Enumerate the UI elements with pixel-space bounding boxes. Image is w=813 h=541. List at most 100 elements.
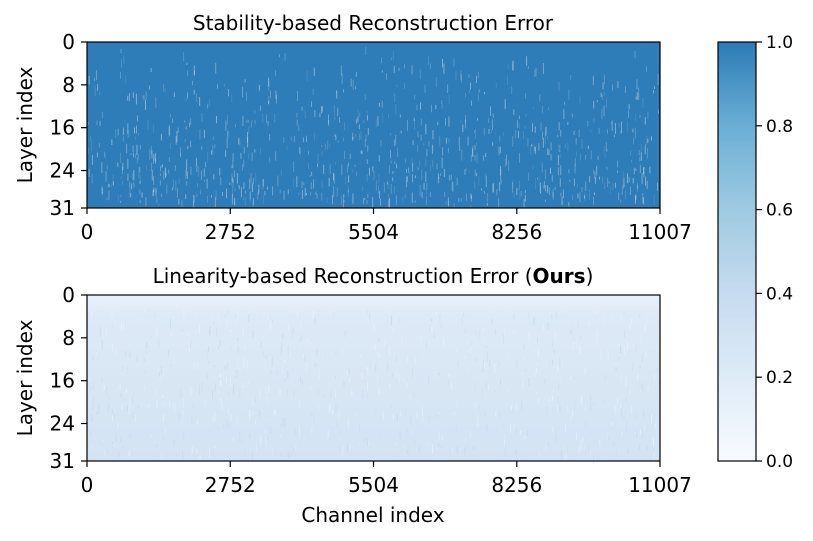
stability-cell [305, 188, 306, 197]
stability-cell [297, 91, 298, 101]
stability-cell [647, 181, 648, 190]
stability-cell [329, 144, 330, 147]
linearity-cell [290, 452, 291, 458]
linearity-cell [191, 417, 192, 424]
linearity-cell [220, 321, 221, 324]
linearity-cell [266, 436, 267, 446]
linearity-cell [280, 435, 281, 437]
linearity-cell [503, 334, 504, 344]
stability-cell [393, 171, 394, 174]
stability-cell [190, 119, 191, 126]
stability-cell [209, 99, 210, 107]
linearity-cell [606, 375, 607, 381]
stability-cell [535, 126, 536, 133]
stability-cell [165, 168, 166, 178]
linearity-cell [293, 449, 294, 451]
linearity-cell [396, 443, 397, 447]
stability-cell [393, 93, 394, 95]
stability-cell [559, 150, 560, 152]
stability-cell [318, 153, 319, 164]
stability-cell [259, 85, 260, 92]
stability-cell [378, 116, 379, 126]
stability-cell [545, 185, 546, 191]
linearity-cell [515, 450, 516, 457]
stability-cell [108, 184, 109, 187]
linearity-cell [622, 432, 623, 436]
stability-cell [269, 157, 270, 163]
stability-cell [121, 195, 122, 197]
linearity-cell [584, 445, 585, 450]
stability-cell [630, 187, 631, 195]
linearity-cell [523, 344, 524, 349]
linearity-cell [332, 410, 333, 414]
stability-cell [146, 197, 147, 206]
stability-cell [582, 187, 583, 192]
linearity-cell [590, 449, 591, 456]
stability-cell [488, 118, 489, 123]
linearity-cell [135, 414, 136, 422]
linearity-cell [330, 312, 331, 317]
linearity-cell [521, 400, 522, 409]
linearity-cell [239, 432, 240, 442]
stability-cell [198, 167, 199, 177]
linearity-cell [193, 362, 194, 367]
stability-cell [233, 179, 234, 188]
linearity-cell [155, 387, 156, 394]
linearity-cell [552, 360, 553, 365]
stability-cell [321, 145, 322, 147]
stability-cell [376, 120, 377, 128]
linearity-cell [148, 405, 149, 408]
linearity-cell [486, 381, 487, 389]
stability-cell [330, 164, 331, 174]
linearity-cell [396, 415, 397, 419]
linearity-cell [293, 310, 294, 316]
stability-cell [148, 120, 149, 130]
stability-cell [503, 133, 504, 136]
stability-cell [525, 93, 526, 99]
linearity-cell [568, 320, 569, 324]
linearity-cell [237, 338, 238, 341]
stability-cell [89, 169, 90, 177]
linearity-cell [161, 367, 162, 375]
linearity-cell [218, 391, 219, 393]
linearity-cell [548, 443, 549, 446]
stability-cell [381, 57, 382, 63]
stability-cell [327, 140, 328, 149]
stability-cell [232, 165, 233, 168]
stability-cell [475, 145, 476, 150]
stability-cell [501, 180, 502, 185]
stability-x-tick-label: 2752 [205, 220, 256, 244]
linearity-cell [495, 329, 496, 335]
stability-cell [251, 122, 252, 128]
linearity-cell [576, 339, 577, 348]
linearity-cell [311, 413, 312, 417]
linearity-cell [422, 407, 423, 416]
stability-cell [109, 184, 110, 187]
linearity-cell [100, 327, 101, 336]
stability-cell [343, 194, 344, 197]
linearity-cell [475, 383, 476, 393]
stability-cell [335, 162, 336, 164]
linearity-cell [342, 347, 343, 354]
stability-cell [228, 89, 229, 96]
linearity-cell [452, 447, 453, 451]
stability-cell [635, 114, 636, 122]
linearity-cell [391, 316, 392, 325]
stability-cell [222, 192, 223, 196]
stability-cell [475, 129, 476, 139]
linearity-cell [608, 436, 609, 441]
stability-cell [175, 165, 176, 171]
stability-cell [454, 58, 455, 66]
stability-cell [425, 172, 426, 183]
linearity-cell [128, 344, 129, 347]
stability-cell [444, 64, 445, 74]
linearity-cell [553, 390, 554, 393]
stability-cell [328, 115, 329, 126]
stability-cell [158, 203, 159, 206]
linearity-cell [220, 398, 221, 401]
stability-cell [153, 124, 154, 132]
linearity-cell [483, 328, 484, 331]
stability-cell [418, 131, 419, 137]
stability-cell [436, 77, 437, 87]
